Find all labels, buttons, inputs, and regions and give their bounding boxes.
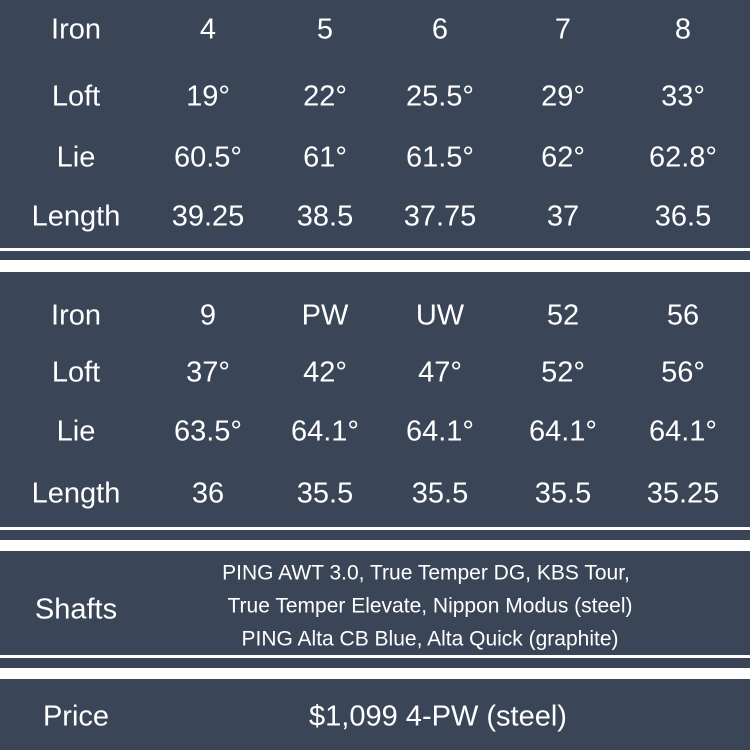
- divider-thick: [0, 540, 750, 551]
- cell-value: 64.1°: [405, 415, 475, 448]
- cell-value: 9: [199, 299, 217, 332]
- divider-thick: [0, 668, 750, 679]
- cell-value: 25.5°: [405, 80, 475, 113]
- cell-value: 33°: [661, 80, 705, 113]
- cell-value: 39.25: [171, 200, 245, 233]
- cell-value: 19°: [186, 80, 230, 113]
- cell-value: 35.5: [296, 477, 354, 510]
- divider-thin: [0, 655, 750, 658]
- divider-thick: [0, 260, 750, 272]
- row-label: Iron: [51, 299, 101, 332]
- cell-value: 37.75: [403, 200, 477, 233]
- cell-value: 64.1°: [528, 415, 598, 448]
- cell-value: 22°: [303, 80, 347, 113]
- shafts-line: PING Alta CB Blue, Alta Quick (graphite): [241, 627, 619, 651]
- cell-value: 64.1°: [648, 415, 718, 448]
- row-label: Length: [31, 477, 121, 510]
- cell-value: 61.5°: [405, 141, 475, 174]
- cell-value: 56°: [661, 356, 705, 389]
- cell-value: 42°: [303, 356, 347, 389]
- cell-value: 38.5: [296, 200, 354, 233]
- cell-value: 60.5°: [173, 141, 243, 174]
- cell-value: 62.8°: [648, 141, 718, 174]
- cell-value: 37°: [186, 356, 230, 389]
- cell-value: 52°: [541, 356, 585, 389]
- cell-value: 36: [191, 477, 225, 510]
- row-label: Lie: [56, 141, 96, 174]
- cell-value: 56: [666, 299, 700, 332]
- cell-value: 64.1°: [290, 415, 360, 448]
- shafts-line: True Temper Elevate, Nippon Modus (steel…: [227, 594, 633, 618]
- shafts-label: Shafts: [34, 593, 118, 626]
- price-label: Price: [42, 700, 110, 733]
- cell-value: 5: [316, 13, 334, 46]
- cell-value: 36.5: [654, 200, 712, 233]
- cell-value: 4: [199, 13, 217, 46]
- cell-value: 62°: [541, 141, 585, 174]
- cell-value: 35.25: [646, 477, 720, 510]
- cell-value: 6: [431, 13, 449, 46]
- row-label: Loft: [51, 80, 101, 113]
- cell-value: 29°: [541, 80, 585, 113]
- cell-value: 47°: [418, 356, 462, 389]
- cell-value: 61°: [303, 141, 347, 174]
- price-value: $1,099 4-PW (steel): [309, 700, 567, 733]
- cell-value: 35.5: [534, 477, 592, 510]
- cell-value: 7: [554, 13, 572, 46]
- shafts-line: PING AWT 3.0, True Temper DG, KBS Tour,: [222, 561, 630, 585]
- divider-thin: [0, 248, 750, 251]
- cell-value: 63.5°: [173, 415, 243, 448]
- cell-value: UW: [415, 299, 465, 332]
- cell-value: 8: [674, 13, 692, 46]
- row-label: Length: [31, 200, 121, 233]
- row-label: Iron: [51, 13, 101, 46]
- row-label: Loft: [51, 356, 101, 389]
- row-label: Lie: [56, 415, 96, 448]
- divider-thin: [0, 527, 750, 530]
- cell-value: 37: [546, 200, 580, 233]
- cell-value: PW: [301, 299, 349, 332]
- cell-value: 35.5: [411, 477, 469, 510]
- cell-value: 52: [546, 299, 580, 332]
